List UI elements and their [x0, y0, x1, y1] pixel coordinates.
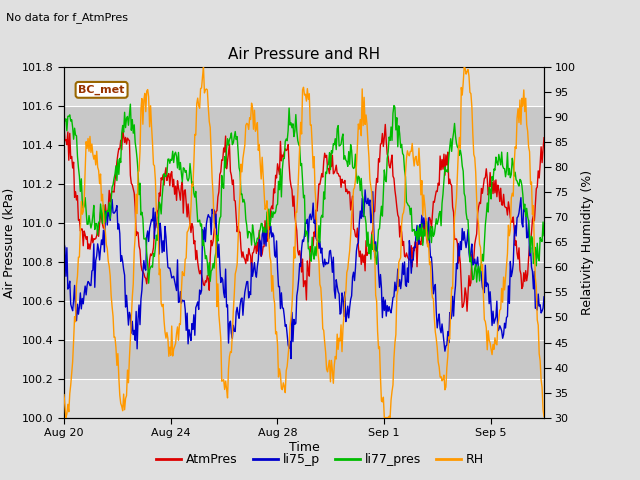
Bar: [64, 67, 544, 106]
Bar: [64, 184, 544, 223]
Bar: [64, 340, 544, 379]
Text: BC_met: BC_met: [79, 85, 125, 95]
Bar: [64, 301, 544, 340]
Bar: [64, 106, 544, 145]
Y-axis label: Relativity Humidity (%): Relativity Humidity (%): [581, 170, 594, 315]
Bar: [64, 223, 544, 262]
Y-axis label: Air Pressure (kPa): Air Pressure (kPa): [3, 187, 16, 298]
Title: Air Pressure and RH: Air Pressure and RH: [228, 47, 380, 62]
Bar: [64, 145, 544, 184]
Text: No data for f_AtmPres: No data for f_AtmPres: [6, 12, 129, 23]
X-axis label: Time: Time: [289, 441, 319, 454]
Legend: AtmPres, li75_p, li77_pres, RH: AtmPres, li75_p, li77_pres, RH: [151, 448, 489, 471]
Bar: [64, 379, 544, 418]
Bar: [64, 262, 544, 301]
